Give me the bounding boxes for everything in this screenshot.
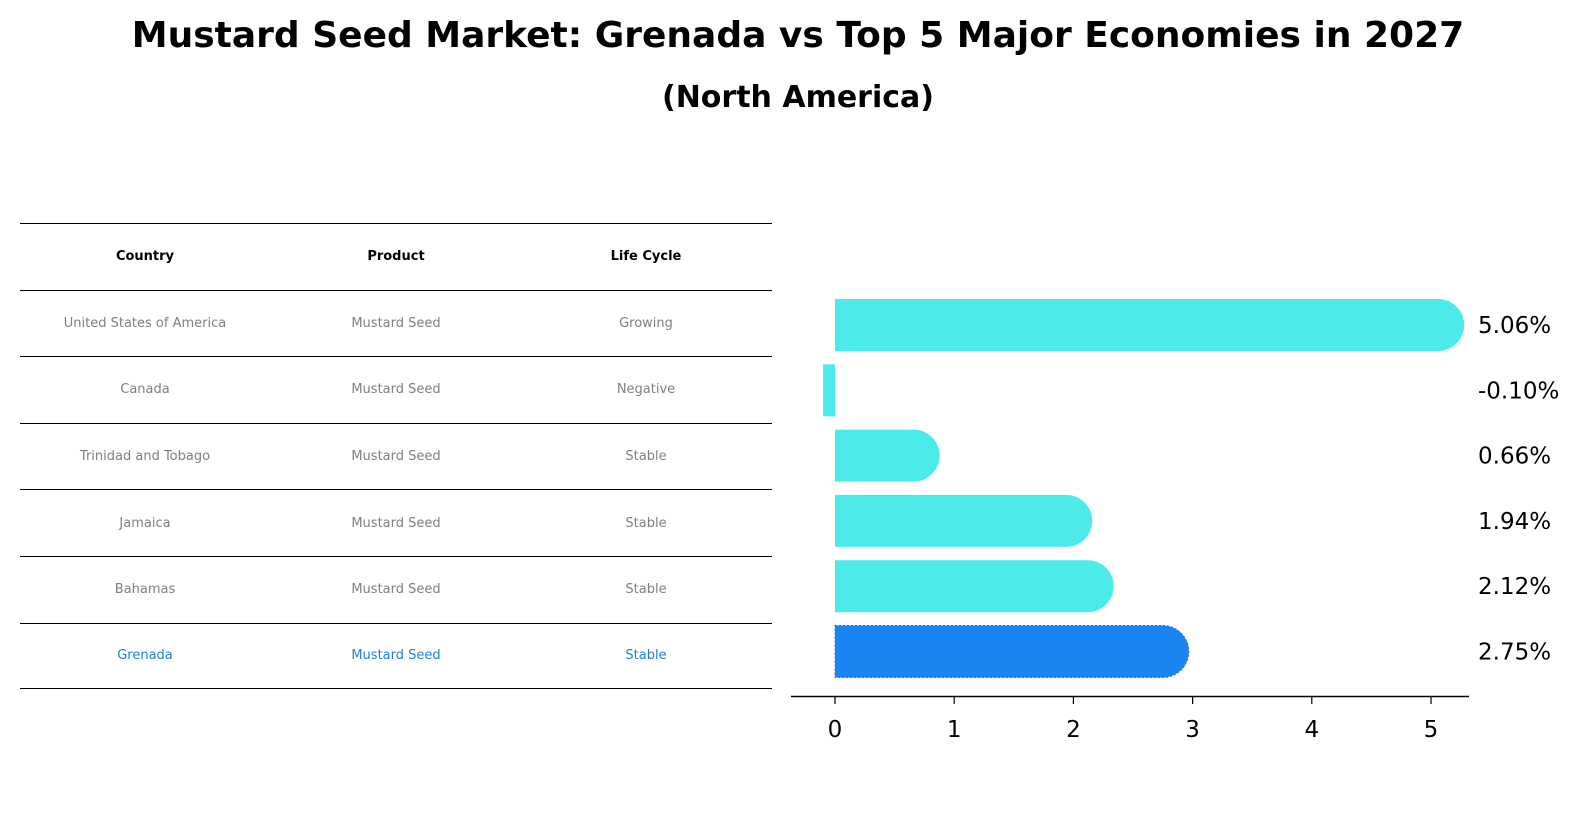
bar bbox=[835, 429, 940, 482]
bars-group bbox=[823, 299, 1465, 678]
chart-title: Mustard Seed Market: Grenada vs Top 5 Ma… bbox=[131, 15, 1465, 56]
table-row-highlighted: Grenada Mustard Seed Stable bbox=[20, 622, 772, 690]
cell-country: Bahamas bbox=[114, 582, 176, 598]
tick-label: 5 bbox=[1424, 717, 1439, 743]
tick-label: 3 bbox=[1185, 717, 1200, 743]
table-row: Trinidad and Tobago Mustard Seed Stable bbox=[20, 422, 772, 490]
cell-life-cycle: Growing bbox=[619, 315, 673, 331]
chart-subtitle: (North America) bbox=[661, 80, 934, 115]
tick-label: 0 bbox=[828, 717, 843, 743]
cell-life-cycle: Stable bbox=[625, 515, 667, 531]
cell-product: Mustard Seed bbox=[351, 382, 441, 398]
cell-product: Mustard Seed bbox=[351, 315, 441, 331]
header-country: Country bbox=[115, 249, 175, 265]
bar bbox=[835, 494, 1093, 547]
cell-life-cycle: Stable bbox=[625, 449, 667, 465]
cell-country: Grenada bbox=[117, 648, 173, 664]
x-axis-ticks: 0 1 2 3 4 5 bbox=[828, 697, 1439, 743]
data-table: Country Product Life Cycle United States… bbox=[20, 223, 772, 690]
table-row: United States of America Mustard Seed Gr… bbox=[20, 289, 772, 357]
cell-life-cycle: Stable bbox=[625, 582, 667, 598]
value-label: 0.66% bbox=[1478, 444, 1551, 470]
value-label: 1.94% bbox=[1478, 509, 1551, 535]
header-product: Product bbox=[367, 249, 425, 265]
value-label: 5.06% bbox=[1478, 313, 1551, 339]
table-header-row: Country Product Life Cycle bbox=[20, 223, 772, 290]
tick-label: 4 bbox=[1304, 717, 1319, 743]
cell-product: Mustard Seed bbox=[351, 515, 441, 531]
value-label: 2.75% bbox=[1478, 640, 1551, 666]
bar bbox=[835, 299, 1465, 351]
cell-country: Trinidad and Tobago bbox=[79, 449, 211, 465]
cell-country: Canada bbox=[120, 382, 170, 398]
value-labels-group: 5.06% -0.10% 0.66% 1.94% 2.12% 2.75% bbox=[1478, 313, 1559, 666]
tick-label: 2 bbox=[1066, 717, 1081, 743]
value-label: -0.10% bbox=[1478, 378, 1559, 404]
bar bbox=[823, 364, 835, 417]
cell-life-cycle: Stable bbox=[625, 648, 667, 664]
cell-country: Jamaica bbox=[119, 515, 171, 531]
header-life-cycle: Life Cycle bbox=[610, 249, 682, 265]
value-label: 2.12% bbox=[1478, 574, 1551, 600]
bar-highlighted bbox=[834, 625, 1190, 678]
cell-product: Mustard Seed bbox=[351, 449, 441, 465]
bar bbox=[835, 560, 1114, 613]
table-row: Canada Mustard Seed Negative bbox=[20, 356, 772, 423]
table-row: Bahamas Mustard Seed Stable bbox=[20, 555, 772, 623]
table-row: Jamaica Mustard Seed Stable bbox=[20, 489, 772, 556]
cell-country: United States of America bbox=[63, 315, 227, 331]
cell-product: Mustard Seed bbox=[351, 582, 441, 598]
cell-product: Mustard Seed bbox=[351, 648, 441, 664]
tick-label: 1 bbox=[947, 717, 962, 743]
cell-life-cycle: Negative bbox=[616, 382, 676, 398]
